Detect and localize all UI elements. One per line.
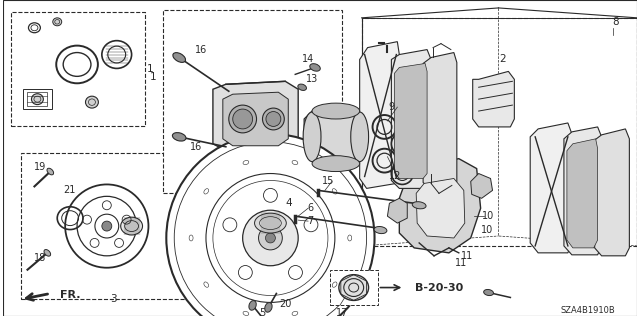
- Ellipse shape: [52, 18, 61, 26]
- Ellipse shape: [351, 112, 369, 162]
- Text: 18: 18: [35, 253, 47, 263]
- Text: 9: 9: [388, 102, 394, 112]
- Polygon shape: [423, 53, 457, 190]
- Bar: [11, 12, 145, 126]
- Ellipse shape: [173, 53, 186, 63]
- Ellipse shape: [266, 112, 281, 126]
- Text: 16: 16: [195, 45, 207, 55]
- Polygon shape: [304, 111, 367, 164]
- Text: 1: 1: [147, 64, 154, 74]
- Text: 7: 7: [307, 216, 313, 226]
- Text: 12: 12: [389, 172, 401, 182]
- Ellipse shape: [228, 105, 257, 133]
- Ellipse shape: [31, 94, 44, 105]
- Circle shape: [259, 226, 282, 250]
- Circle shape: [166, 134, 374, 319]
- Polygon shape: [387, 198, 407, 223]
- Polygon shape: [567, 139, 598, 248]
- Text: 21: 21: [63, 185, 76, 195]
- Text: 4: 4: [285, 198, 292, 208]
- Text: 16: 16: [190, 142, 202, 152]
- Polygon shape: [470, 174, 493, 198]
- Ellipse shape: [47, 168, 54, 175]
- Ellipse shape: [298, 84, 307, 91]
- Text: 11: 11: [461, 251, 473, 261]
- Text: 3: 3: [111, 294, 117, 304]
- Text: 13: 13: [306, 74, 318, 84]
- Ellipse shape: [172, 133, 186, 141]
- Ellipse shape: [249, 300, 256, 310]
- Polygon shape: [213, 81, 298, 151]
- Text: 14: 14: [302, 55, 314, 64]
- Text: B-20-30: B-20-30: [415, 283, 463, 293]
- Bar: [163, 10, 342, 193]
- Bar: [20, 153, 194, 300]
- Ellipse shape: [412, 202, 426, 209]
- Ellipse shape: [312, 156, 360, 172]
- Ellipse shape: [265, 303, 272, 312]
- Ellipse shape: [484, 289, 493, 296]
- Text: 15: 15: [322, 176, 334, 187]
- Text: 5: 5: [259, 308, 266, 318]
- Ellipse shape: [339, 275, 369, 300]
- Bar: [330, 270, 378, 305]
- Ellipse shape: [310, 64, 320, 71]
- Polygon shape: [473, 71, 515, 127]
- Ellipse shape: [262, 108, 284, 130]
- Text: 8: 8: [612, 17, 619, 27]
- Circle shape: [243, 210, 298, 266]
- Polygon shape: [399, 159, 481, 253]
- Polygon shape: [530, 123, 572, 253]
- Ellipse shape: [233, 109, 253, 129]
- Text: 2: 2: [499, 55, 506, 64]
- Polygon shape: [416, 179, 465, 238]
- Ellipse shape: [44, 249, 51, 256]
- Text: 20: 20: [279, 300, 291, 309]
- Ellipse shape: [86, 96, 99, 108]
- Ellipse shape: [255, 213, 286, 233]
- Text: 1: 1: [150, 72, 157, 82]
- Polygon shape: [360, 42, 399, 189]
- Polygon shape: [394, 63, 427, 179]
- Text: 10: 10: [481, 225, 493, 235]
- Polygon shape: [223, 92, 288, 146]
- Circle shape: [102, 221, 112, 231]
- Ellipse shape: [303, 112, 321, 162]
- Text: 11: 11: [454, 258, 467, 268]
- Text: 19: 19: [35, 162, 47, 172]
- Polygon shape: [594, 129, 629, 256]
- Text: 6: 6: [307, 203, 313, 213]
- Text: SZA4B1910B: SZA4B1910B: [561, 306, 615, 315]
- Ellipse shape: [374, 226, 387, 234]
- Text: FR.: FR.: [60, 291, 81, 300]
- Circle shape: [266, 233, 275, 243]
- Polygon shape: [392, 49, 431, 189]
- Bar: [362, 18, 637, 246]
- Polygon shape: [564, 127, 602, 255]
- Text: 10: 10: [483, 211, 495, 221]
- Ellipse shape: [121, 217, 143, 235]
- Ellipse shape: [312, 103, 360, 119]
- Text: 17: 17: [335, 308, 348, 318]
